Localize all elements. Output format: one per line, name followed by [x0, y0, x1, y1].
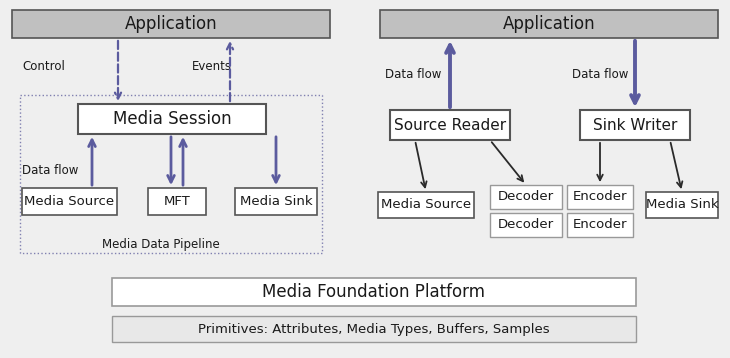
Text: Media Data Pipeline: Media Data Pipeline	[102, 238, 220, 251]
Text: Data flow: Data flow	[385, 68, 442, 82]
Text: Sink Writer: Sink Writer	[593, 117, 677, 132]
Text: Decoder: Decoder	[498, 218, 554, 232]
Text: Application: Application	[125, 15, 218, 33]
FancyBboxPatch shape	[112, 278, 636, 306]
Text: Control: Control	[22, 61, 65, 73]
Text: Application: Application	[503, 15, 595, 33]
FancyBboxPatch shape	[112, 316, 636, 342]
FancyBboxPatch shape	[378, 192, 474, 218]
Text: Encoder: Encoder	[573, 218, 627, 232]
Text: Media Foundation Platform: Media Foundation Platform	[263, 283, 485, 301]
FancyBboxPatch shape	[646, 192, 718, 218]
Text: Data flow: Data flow	[572, 68, 629, 82]
Text: Data flow: Data flow	[22, 164, 78, 176]
FancyBboxPatch shape	[490, 185, 562, 209]
Text: Primitives: Attributes, Media Types, Buffers, Samples: Primitives: Attributes, Media Types, Buf…	[198, 323, 550, 335]
Text: Events: Events	[192, 61, 232, 73]
FancyBboxPatch shape	[235, 188, 317, 215]
FancyBboxPatch shape	[380, 10, 718, 38]
FancyBboxPatch shape	[580, 110, 690, 140]
Text: Media Source: Media Source	[381, 198, 471, 212]
FancyBboxPatch shape	[12, 10, 330, 38]
FancyBboxPatch shape	[390, 110, 510, 140]
Text: Media Sink: Media Sink	[239, 195, 312, 208]
Text: Media Source: Media Source	[24, 195, 115, 208]
Text: MFT: MFT	[164, 195, 191, 208]
Text: Encoder: Encoder	[573, 190, 627, 203]
FancyBboxPatch shape	[567, 213, 633, 237]
Text: Source Reader: Source Reader	[394, 117, 506, 132]
FancyBboxPatch shape	[567, 185, 633, 209]
Text: Media Sink: Media Sink	[646, 198, 718, 212]
FancyBboxPatch shape	[78, 104, 266, 134]
FancyBboxPatch shape	[22, 188, 117, 215]
FancyBboxPatch shape	[148, 188, 206, 215]
Text: Media Session: Media Session	[112, 110, 231, 128]
Text: Decoder: Decoder	[498, 190, 554, 203]
FancyBboxPatch shape	[490, 213, 562, 237]
